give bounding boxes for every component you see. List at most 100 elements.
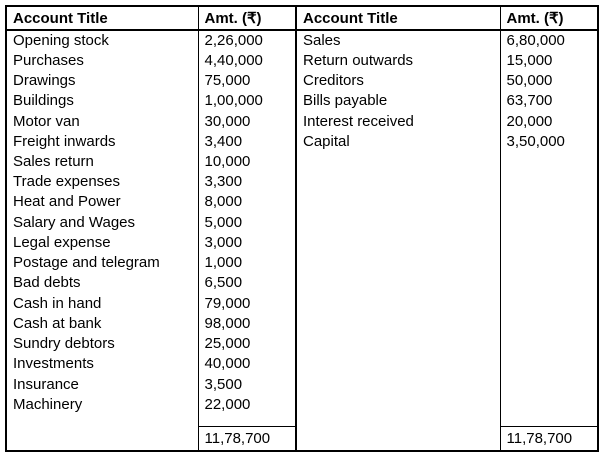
table-row: Purchases 4,40,000 Return outwards 15,000	[6, 50, 598, 71]
account-title-cell: Freight inwards	[13, 132, 116, 150]
amount-cell	[499, 212, 598, 233]
amount-cell: 22,000	[197, 394, 296, 415]
amount-cell: 6,80,000	[499, 30, 598, 51]
amount-cell	[499, 151, 598, 172]
table-row: Insurance 3,500	[6, 373, 598, 395]
account-title-cell	[295, 394, 500, 415]
account-title-cell	[295, 252, 500, 273]
amount-cell	[499, 313, 598, 334]
table-row: Heat and Power 8,000	[6, 191, 598, 213]
account-title-cell: Opening stock	[13, 32, 109, 50]
account-title-cell: Trade expenses	[13, 173, 121, 191]
amount-cell: 63,700	[499, 90, 598, 111]
amount-cell: 20,000	[499, 110, 598, 132]
account-title-cell: Bills payable	[295, 90, 500, 111]
account-title-cell	[295, 212, 500, 233]
account-title-cell: Salary and Wages	[13, 213, 136, 231]
table-row: Cash at bank 98,000	[6, 313, 598, 334]
amount-cell	[499, 252, 598, 273]
account-title-cell: Heat and Power	[13, 193, 121, 211]
account-title-cell: Sales return	[13, 153, 94, 171]
account-title-cell: Bad debts	[13, 274, 81, 292]
account-title-cell	[295, 293, 500, 314]
amount-cell	[499, 353, 598, 374]
amount-cell	[499, 373, 598, 395]
amount-cell: 30,000	[197, 110, 296, 132]
table-row: Buildings 1,00,000 Bills payable 63,700	[6, 90, 598, 111]
amount-cell	[499, 171, 598, 192]
header-account-title-left: Account Title	[6, 6, 198, 31]
amount-cell: 25,000	[197, 333, 296, 354]
account-title-cell: Motor van	[13, 112, 80, 130]
total-label-cell-right	[295, 426, 500, 451]
header-account-title-right: Account Title	[295, 6, 500, 31]
table-row: Cash in hand 79,000	[6, 293, 598, 314]
account-title-cell: Machinery	[13, 395, 83, 413]
amount-cell: 3,400	[197, 131, 296, 152]
amount-cell: 5,000	[197, 212, 296, 233]
blank-amount-cell-right	[499, 414, 598, 427]
account-title-cell: Cash in hand	[13, 294, 102, 312]
account-title-cell	[295, 232, 500, 253]
header-row: Account Title Amt. (₹) Account Title Amt…	[6, 6, 598, 31]
amount-cell: 15,000	[499, 50, 598, 71]
account-title-cell: Buildings	[13, 92, 74, 110]
amount-cell	[499, 232, 598, 253]
table-row: Drawings 75,000 Creditors 50,000	[6, 70, 598, 91]
blank-title-cell-right	[295, 414, 500, 427]
amount-cell	[499, 333, 598, 354]
amount-cell: 75,000	[197, 70, 296, 91]
account-title-cell	[295, 313, 500, 334]
account-title-cell	[295, 353, 500, 374]
table-row: Legal expense 3,000	[6, 232, 598, 253]
trial-balance-table: Account Title Amt. (₹) Account Title Amt…	[5, 5, 599, 452]
amount-cell: 3,500	[197, 373, 296, 395]
account-title-cell	[295, 272, 500, 294]
amount-cell: 3,300	[197, 171, 296, 192]
account-title-cell: Creditors	[295, 70, 500, 91]
blank-amount-cell-left	[197, 414, 296, 427]
table-row: Postage and telegram 1,000	[6, 252, 598, 273]
amount-cell: 6,500	[197, 272, 296, 294]
amount-cell	[499, 293, 598, 314]
account-title-cell: Insurance	[13, 375, 79, 393]
header-amount-right: Amt. (₹)	[499, 6, 598, 31]
amount-cell: 3,000	[197, 232, 296, 253]
total-row: 11,78,700 11,78,700	[6, 426, 598, 451]
table-row: Trade expenses 3,300	[6, 171, 598, 192]
table-row: Salary and Wages 5,000	[6, 212, 598, 233]
account-title-cell: Postage and telegram	[13, 254, 160, 272]
account-title-cell: Drawings	[13, 72, 76, 90]
account-title-cell: Investments	[13, 355, 94, 373]
amount-cell: 4,40,000	[197, 50, 296, 71]
account-title-cell: Return outwards	[295, 50, 500, 71]
account-title-cell: Interest received	[295, 110, 500, 132]
account-title-cell: Sundry debtors	[13, 335, 115, 353]
table-row: Machinery 22,000	[6, 394, 598, 415]
account-title-cell: Purchases	[13, 51, 84, 69]
table-row: Bad debts 6,500	[6, 272, 598, 294]
blank-title-cell-left	[6, 415, 198, 427]
blank-row	[6, 414, 598, 427]
amount-cell: 98,000	[197, 313, 296, 334]
account-title-cell	[295, 191, 500, 213]
table-row: Motor van 30,000 Interest received 20,000	[6, 110, 598, 132]
amount-cell	[499, 272, 598, 294]
amount-cell	[499, 394, 598, 415]
header-amount-left: Amt. (₹)	[197, 6, 296, 31]
account-title-cell	[295, 151, 500, 172]
amount-cell: 79,000	[197, 293, 296, 314]
amount-cell: 2,26,000	[197, 30, 296, 51]
account-title-cell	[295, 171, 500, 192]
account-title-cell	[295, 333, 500, 354]
total-amount-left: 11,78,700	[197, 426, 296, 451]
table-row: Opening stock 2,26,000 Sales 6,80,000	[6, 30, 598, 51]
total-label-cell-left	[6, 427, 198, 451]
amount-cell: 10,000	[197, 151, 296, 172]
amount-cell: 8,000	[197, 191, 296, 213]
table-row: Freight inwards 3,400 Capital 3,50,000	[6, 131, 598, 152]
table-row: Investments 40,000	[6, 353, 598, 374]
account-title-cell: Sales	[295, 30, 500, 51]
account-title-cell: Cash at bank	[13, 314, 102, 332]
